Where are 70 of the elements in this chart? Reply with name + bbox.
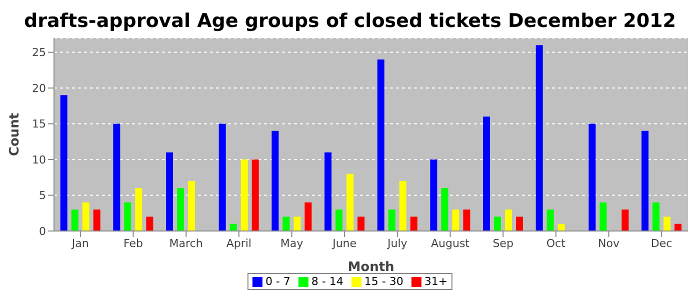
- y-tick-label: 5: [39, 189, 46, 202]
- x-tick-label: Oct: [546, 236, 566, 250]
- bar: [463, 210, 470, 231]
- bar: [60, 95, 68, 231]
- bar: [377, 59, 384, 231]
- bar: [642, 130, 649, 231]
- x-tick-label: Dec: [650, 236, 672, 250]
- bar: [113, 124, 120, 231]
- legend-label: 8 - 14: [311, 275, 344, 288]
- bar: [494, 216, 502, 231]
- x-tick-label: April: [226, 236, 252, 250]
- bar: [166, 152, 174, 231]
- x-tick-label: May: [280, 236, 304, 250]
- x-tick-label: August: [431, 236, 470, 250]
- bar: [336, 210, 343, 231]
- bar: [177, 188, 184, 231]
- bar: [82, 202, 90, 231]
- x-tick-label: Nov: [598, 236, 620, 250]
- x-tick-label: June: [332, 236, 357, 250]
- y-tick-label: 20: [32, 82, 46, 95]
- bar: [516, 216, 524, 231]
- bar: [294, 216, 301, 231]
- x-tick-label: March: [169, 236, 203, 250]
- legend-label: 31+: [424, 275, 448, 288]
- bar: [452, 210, 460, 231]
- bar: [218, 124, 226, 231]
- bar: [536, 45, 543, 231]
- x-tick-label: Jan: [70, 236, 89, 250]
- bar: [358, 216, 365, 231]
- bar: [240, 160, 248, 231]
- bar: [430, 160, 438, 231]
- bar: [483, 116, 490, 231]
- y-tick-label: 0: [39, 224, 46, 238]
- bar: [388, 210, 396, 231]
- bar: [304, 202, 312, 231]
- bar: [230, 224, 237, 231]
- legend-label: 0 - 7: [265, 275, 290, 288]
- y-axis-title: Count: [8, 112, 23, 156]
- bar: [546, 210, 554, 231]
- bar: [324, 152, 332, 231]
- bar: [282, 216, 290, 231]
- x-tick-label: July: [386, 236, 408, 250]
- x-tick-label: Feb: [124, 236, 143, 250]
- bar: [188, 180, 196, 231]
- bar: [674, 224, 682, 231]
- bar: [93, 210, 100, 231]
- bar: [622, 210, 629, 231]
- bar: [441, 188, 448, 231]
- bar: [652, 202, 660, 231]
- y-tick-label: 10: [32, 153, 46, 166]
- bar: [272, 130, 279, 231]
- y-tick-label: 15: [32, 118, 46, 131]
- bar: [252, 160, 259, 231]
- y-tick-label: 25: [32, 46, 46, 60]
- bar: [135, 188, 142, 231]
- legend-label: 15 - 30: [364, 275, 404, 288]
- bar: [410, 216, 418, 231]
- bar: [664, 216, 671, 231]
- bar: [505, 210, 512, 231]
- chart-title: drafts-approval Age groups of closed tickets December 2012: [22, 9, 677, 34]
- bar: [399, 180, 406, 231]
- bar: [71, 210, 78, 231]
- bar: [346, 174, 354, 231]
- bar: [146, 216, 154, 231]
- bar: [588, 124, 596, 231]
- x-tick-label: Sep: [492, 236, 514, 250]
- bar: [600, 202, 607, 231]
- bar: [124, 202, 132, 231]
- bar: [558, 224, 565, 231]
- x-axis-title: Month: [348, 260, 394, 275]
